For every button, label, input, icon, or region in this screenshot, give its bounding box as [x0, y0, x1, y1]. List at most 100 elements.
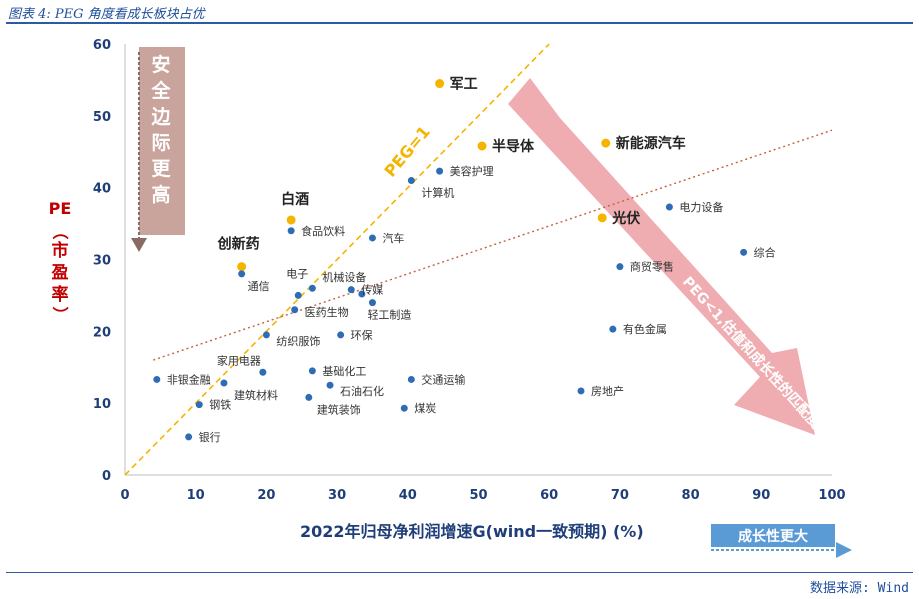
point-label: 新能源汽车 [616, 135, 686, 152]
sector-point [577, 387, 585, 395]
sector-point [609, 325, 617, 333]
sector-point [616, 263, 624, 271]
point-label: 电子 [286, 267, 308, 280]
x-tick-label: 0 [120, 488, 129, 503]
point-label: 医药生物 [305, 305, 349, 319]
point-label: 综合 [754, 245, 776, 259]
sector-point [358, 290, 366, 298]
x-tick-label: 90 [752, 488, 770, 503]
x-tick-label: 100 [818, 488, 845, 503]
y-axis-label-paren-open: （ [50, 223, 70, 240]
point-label: 非银金融 [167, 372, 211, 386]
peg1-label: PEG=1 [381, 122, 434, 180]
y-tick-label: 0 [102, 469, 111, 484]
y-tick-label: 20 [93, 325, 111, 340]
highlight-point [237, 262, 247, 272]
highlight-point [597, 213, 607, 223]
sector-point [308, 284, 316, 292]
peg1-line [124, 43, 550, 476]
point-label: 煤炭 [414, 402, 436, 415]
point-label: 房地产 [591, 384, 624, 398]
point-label: 光伏 [611, 210, 640, 227]
point-label: 计算机 [421, 185, 454, 199]
sector-point [262, 331, 270, 339]
point-label: 通信 [248, 280, 270, 293]
point-label: 汽车 [382, 231, 404, 245]
point-label: 钢铁 [209, 399, 231, 412]
sector-point [740, 248, 748, 256]
highlight-point [477, 141, 487, 151]
sector-point [259, 368, 267, 376]
point-label: 石油石化 [340, 384, 384, 398]
sector-point [368, 299, 376, 307]
point-label: 银行 [199, 430, 221, 444]
point-label: 建筑材料 [234, 388, 278, 402]
point-label: 家用电器 [217, 353, 261, 367]
sector-point [368, 234, 376, 242]
point-label: 有色金属 [623, 322, 667, 336]
y-axis-label-sub: 市盈率 [51, 241, 69, 305]
sector-point [238, 270, 246, 278]
highlight-point [601, 138, 611, 148]
x-tick-label: 40 [399, 488, 417, 503]
safety-margin-label: 安全边际更高 [151, 54, 171, 206]
sector-point [400, 404, 408, 412]
safety-arrow-head [131, 238, 147, 252]
x-tick-label: 50 [469, 488, 487, 503]
top-rule [6, 22, 913, 24]
point-label: 食品饮料 [301, 224, 345, 238]
y-tick-label: 10 [93, 397, 111, 412]
point-label: 机械设备 [322, 270, 366, 284]
sector-point [220, 379, 228, 387]
y-tick-label: 60 [93, 38, 111, 53]
x-tick-label: 10 [187, 488, 205, 503]
sector-point [308, 367, 316, 375]
sector-point [185, 433, 193, 441]
point-label: 轻工制造 [367, 308, 411, 322]
sector-point [407, 375, 415, 383]
point-label: 军工 [450, 77, 478, 93]
sector-point [337, 331, 345, 339]
sector-point [665, 203, 673, 211]
point-label: 创新药 [217, 236, 260, 253]
point-label: 环保 [351, 328, 373, 342]
figure-caption: 图表 4: PEG 角度看成长板块占优 [8, 7, 205, 22]
x-tick-label: 70 [611, 488, 629, 503]
point-label: 电力设备 [679, 200, 723, 214]
sector-point [436, 167, 444, 175]
point-label: 交通运输 [421, 372, 465, 386]
sector-point [153, 375, 161, 383]
y-tick-label: 50 [93, 110, 111, 125]
x-tick-label: 60 [540, 488, 558, 503]
sector-point [291, 306, 299, 314]
sector-point [347, 286, 355, 294]
source-note: 数据来源: Wind [810, 581, 909, 596]
point-label: 纺织服饰 [276, 334, 320, 348]
y-axis-label-main: PE [48, 199, 72, 218]
highlight-point [435, 79, 445, 89]
y-axis-label-paren-close: ） [50, 306, 70, 323]
point-label: 商贸零售 [630, 260, 674, 274]
sector-point [294, 291, 302, 299]
y-axis-label: PE （ 市盈率 ） [43, 200, 77, 323]
point-label: 传媒 [361, 284, 383, 297]
safety-margin-box [139, 47, 185, 235]
y-tick-label: 40 [93, 182, 111, 197]
sector-point [326, 381, 334, 389]
point-label: 建筑装饰 [317, 402, 361, 416]
highlight-point [286, 215, 296, 225]
point-label: 美容护理 [450, 164, 494, 178]
x-tick-label: 30 [328, 488, 346, 503]
bottom-rule [6, 572, 913, 573]
point-label: 白酒 [281, 191, 309, 208]
x-axis-label: 2022年归母净利润增速G(wind一致预期) (%) [300, 522, 644, 541]
y-tick-label: 30 [93, 254, 111, 269]
sector-point [305, 393, 313, 401]
x-tick-label: 80 [682, 488, 700, 503]
sector-point [195, 401, 203, 409]
x-tick-label: 20 [257, 488, 275, 503]
peg-below-one-note: PEG<1,估值和成长性的匹配度更高 [679, 273, 843, 452]
big-growth-arrow [508, 78, 815, 435]
point-label: 半导体 [492, 138, 535, 155]
